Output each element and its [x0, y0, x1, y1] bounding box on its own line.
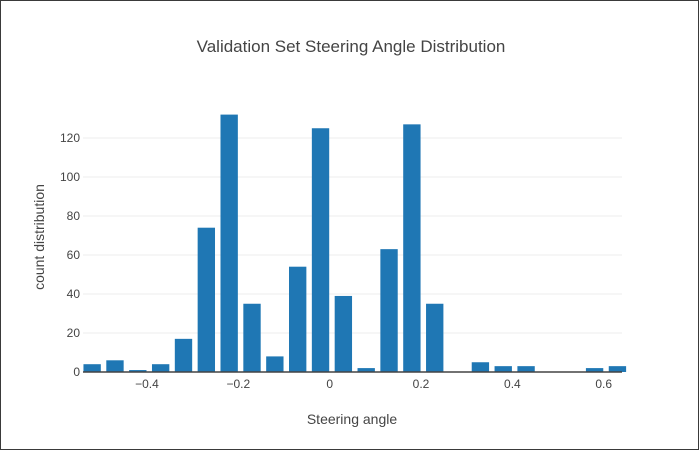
- y-tick-labels: 0 20 40 60 80 100 120: [60, 131, 80, 379]
- bar: [608, 366, 627, 372]
- y-tick-label: 40: [67, 287, 81, 301]
- bar: [311, 128, 330, 372]
- x-axis-title: Steering angle: [307, 411, 398, 427]
- bar: [494, 366, 512, 372]
- y-tick-label: 0: [73, 365, 80, 379]
- bars: [83, 114, 627, 372]
- y-tick-label: 60: [67, 248, 81, 262]
- bar: [106, 360, 124, 372]
- x-tick-labels: −0.4 −0.2 0 0.2 0.4 0.6: [135, 377, 612, 391]
- bar: [174, 338, 193, 372]
- bar: [197, 227, 216, 372]
- bar: [585, 368, 604, 372]
- bar: [243, 303, 261, 372]
- bar: [289, 266, 307, 372]
- x-tick-label: −0.4: [135, 377, 159, 391]
- gridlines: [83, 137, 622, 334]
- y-tick-label: 120: [60, 131, 80, 145]
- bar: [426, 303, 444, 372]
- x-tick-label: −0.2: [226, 377, 250, 391]
- x-tick-label: 0.4: [504, 377, 521, 391]
- chart-title: Validation Set Steering Angle Distributi…: [197, 37, 506, 56]
- x-tick-label: 0.6: [595, 377, 612, 391]
- bar: [129, 370, 147, 372]
- y-tick-label: 100: [60, 170, 80, 184]
- x-tick-label: 0.2: [413, 377, 430, 391]
- y-axis-title: count distribution: [31, 184, 47, 290]
- bar: [517, 366, 535, 372]
- bar: [403, 124, 421, 372]
- bar: [220, 114, 238, 372]
- bar: [380, 249, 398, 372]
- bar: [334, 295, 353, 372]
- bar: [357, 368, 375, 372]
- y-tick-label: 80: [67, 209, 81, 223]
- bar: [471, 362, 490, 372]
- x-tick-label: 0: [326, 377, 333, 391]
- bar: [83, 364, 101, 372]
- bar: [151, 364, 170, 372]
- y-tick-label: 20: [67, 326, 81, 340]
- bar: [266, 356, 284, 372]
